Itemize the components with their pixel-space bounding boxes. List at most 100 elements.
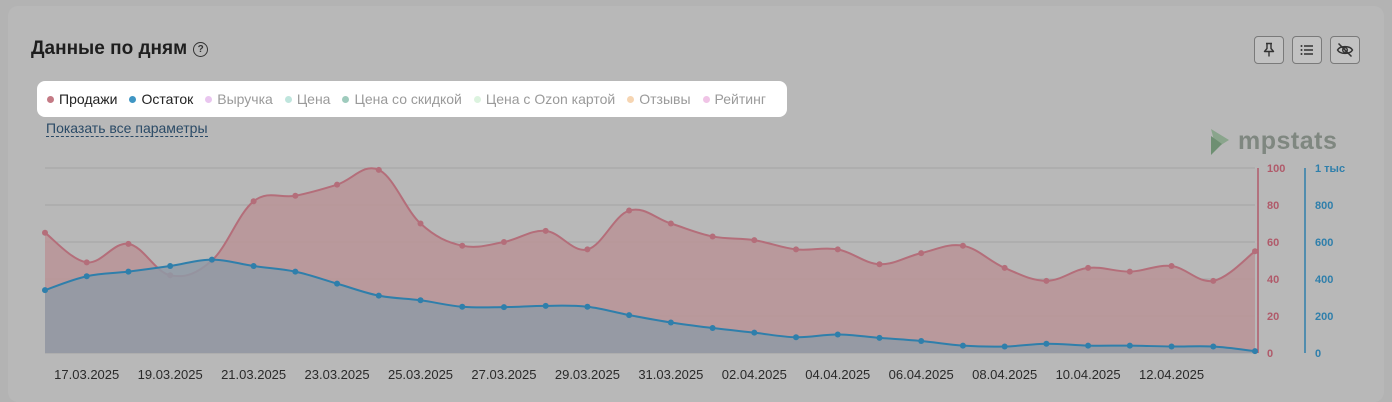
stock-point	[459, 303, 466, 310]
sales-point	[626, 207, 633, 214]
legend-dot-icon	[129, 95, 137, 103]
stock-point	[709, 325, 716, 332]
toolbar	[1254, 36, 1360, 64]
y-right-tick-label: 1 тыс	[1315, 163, 1345, 175]
stock-point	[793, 334, 800, 341]
stock-point	[375, 292, 382, 299]
sales-point	[417, 220, 424, 227]
legend-label: Цена	[296, 91, 331, 107]
show-all-parameters-link[interactable]: Показать все параметры	[46, 120, 208, 137]
stock-point	[1043, 340, 1050, 347]
sales-point	[793, 246, 800, 253]
y-left-tick-label: 60	[1267, 237, 1279, 249]
title-text: Данные по дням	[31, 38, 188, 59]
stock-point	[584, 303, 591, 310]
x-tick-label: 08.04.2025	[972, 367, 1037, 382]
legend-item[interactable]: Остаток	[129, 91, 193, 107]
pin-icon	[1263, 42, 1275, 57]
logo-text: mpstats	[1238, 127, 1338, 155]
stock-point	[1252, 348, 1258, 355]
stock-point	[959, 342, 966, 349]
stock-point	[334, 280, 341, 287]
legend-item[interactable]: Цена с Ozon картой	[473, 91, 615, 107]
stock-point	[751, 329, 758, 336]
sales-point	[375, 166, 382, 173]
legend-dot-icon	[205, 95, 213, 103]
sales-point	[834, 246, 841, 253]
x-tick-label: 17.03.2025	[54, 367, 119, 382]
stock-point	[417, 297, 424, 304]
legend-item[interactable]: Цена	[284, 91, 331, 107]
stock-point	[626, 312, 633, 319]
sales-point	[1001, 264, 1008, 271]
sales-point	[542, 227, 549, 234]
sales-point	[751, 237, 758, 244]
hide-button[interactable]	[1330, 36, 1360, 64]
legend-dot-icon	[473, 95, 481, 103]
sales-point	[125, 240, 132, 247]
legend-item[interactable]: Отзывы	[627, 91, 691, 107]
eye-off-icon	[1336, 42, 1354, 58]
stock-point	[1168, 343, 1175, 350]
sales-point	[83, 259, 90, 266]
mpstats-logo: mpstats	[1210, 127, 1337, 156]
y-left-tick-label: 40	[1267, 274, 1279, 286]
sales-point	[667, 220, 674, 227]
x-tick-label: 06.04.2025	[889, 367, 954, 382]
y-left-tick-label: 0	[1267, 348, 1273, 360]
page-title: Данные по дням ?	[31, 38, 209, 60]
x-tick-label: 02.04.2025	[722, 367, 787, 382]
pin-button[interactable]	[1254, 36, 1284, 64]
stock-point	[876, 334, 883, 341]
stock-point	[918, 337, 925, 344]
y-right-tick-label: 600	[1315, 237, 1333, 249]
sales-point	[334, 181, 341, 188]
x-tick-label: 27.03.2025	[471, 367, 536, 382]
y-right-tick-label: 0	[1315, 348, 1321, 360]
x-tick-label: 29.03.2025	[555, 367, 620, 382]
y-left-tick-label: 80	[1267, 200, 1279, 212]
stock-point	[834, 331, 841, 338]
y-right-tick-label: 400	[1315, 274, 1333, 286]
sales-point	[500, 239, 507, 245]
legend-item[interactable]: Продажи	[47, 91, 117, 107]
stock-point	[500, 304, 507, 311]
help-icon[interactable]: ?	[193, 41, 209, 57]
x-tick-label: 23.03.2025	[305, 367, 370, 382]
legend: Продажи Остаток Выручка Цена Цена со скидкой…	[37, 81, 787, 117]
legend-label: Отзывы	[639, 91, 691, 107]
sales-point	[959, 242, 966, 249]
legend-label: Остаток	[141, 91, 194, 107]
legend-dot-icon	[702, 95, 710, 103]
legend-item[interactable]: Рейтинг	[702, 91, 766, 107]
x-tick-label: 21.03.2025	[221, 367, 286, 382]
stock-point	[250, 263, 257, 270]
legend-dot-icon	[284, 95, 292, 103]
sales-point	[1168, 263, 1175, 270]
list-view-button[interactable]	[1292, 36, 1322, 64]
sales-point	[459, 242, 466, 249]
legend-label: Выручка	[217, 91, 273, 107]
legend-item[interactable]: Цена со скидкой	[342, 91, 462, 107]
sales-point	[1252, 248, 1258, 255]
sales-point	[42, 229, 48, 236]
x-tick-label: 31.03.2025	[638, 367, 703, 382]
stock-point	[1126, 342, 1133, 349]
y-left-tick-label: 20	[1267, 311, 1279, 323]
y-right-tick-label: 800	[1315, 200, 1333, 212]
sales-point	[250, 198, 257, 205]
logo-play-icon	[1211, 128, 1229, 155]
stock-area	[45, 259, 1255, 353]
stock-point	[1001, 343, 1008, 350]
x-tick-label: 04.04.2025	[805, 367, 870, 382]
legend-item[interactable]: Выручка	[205, 91, 273, 107]
stock-point	[83, 273, 90, 280]
sales-point	[918, 250, 925, 257]
sales-point	[1043, 277, 1050, 284]
stock-point	[125, 268, 132, 275]
legend-dot-icon	[342, 95, 350, 103]
sales-point	[876, 261, 883, 268]
stock-point	[167, 263, 174, 270]
stock-point	[667, 319, 674, 326]
stock-point	[1210, 343, 1217, 350]
